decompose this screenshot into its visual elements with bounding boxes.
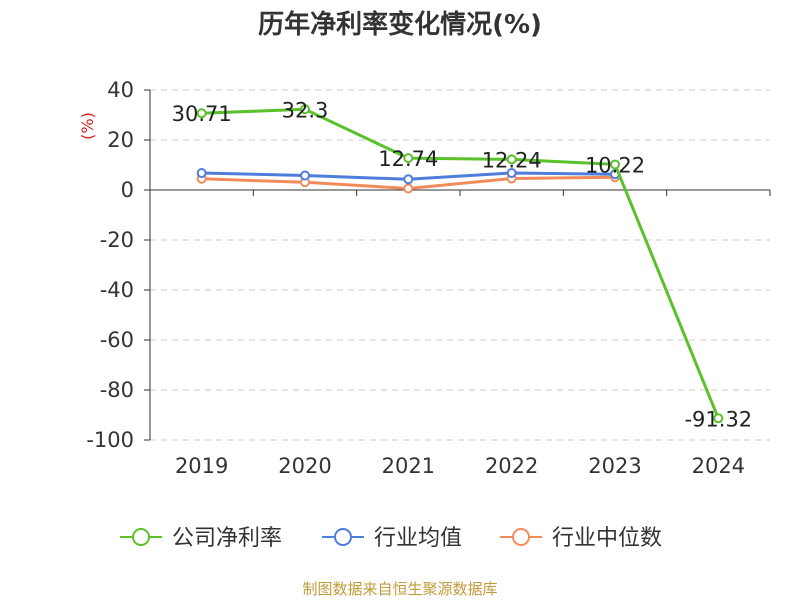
- legend-label: 公司净利率: [172, 526, 282, 551]
- data-label: 10.22: [585, 153, 645, 177]
- data-label: 32.3: [282, 98, 329, 122]
- data-point: [506, 168, 517, 178]
- data-point: [713, 413, 724, 424]
- y-axis-label: (%): [78, 112, 97, 140]
- data-labels: 30.71 32.3 12.74 12.24 10.22 -91.32: [172, 98, 753, 431]
- legend-marker: [132, 528, 150, 546]
- data-label: 12.24: [482, 148, 542, 172]
- x-tick-label: 2023: [588, 454, 641, 478]
- x-tick-label: 2021: [382, 454, 435, 478]
- legend-item[interactable]: 行业均值: [322, 526, 462, 551]
- data-point: [403, 174, 414, 185]
- legend-item[interactable]: 行业中位数: [500, 526, 662, 551]
- data-label: 30.71: [172, 102, 232, 126]
- source-footer: 制图数据来自恒生聚源数据库: [302, 580, 498, 598]
- legend[interactable]: 公司净利率 行业均值 行业中位数: [120, 526, 662, 551]
- legend-item[interactable]: 公司净利率: [120, 526, 282, 551]
- legend-marker: [334, 528, 352, 546]
- y-tick-label: 40: [107, 78, 134, 102]
- y-tick-label: -40: [100, 278, 134, 302]
- data-point: [196, 168, 207, 178]
- series-line: [201, 107, 720, 419]
- data-point: [403, 153, 414, 164]
- data-point: [610, 159, 620, 170]
- data-point: [506, 154, 517, 165]
- x-tick-label: 2022: [485, 454, 538, 478]
- y-tick-label: -80: [100, 378, 134, 402]
- legend-label: 行业均值: [374, 526, 462, 551]
- y-tick-label: 0: [121, 178, 134, 202]
- data-label: 12.74: [378, 147, 438, 171]
- chart-title: 历年净利率变化情况(%): [258, 10, 542, 40]
- data-point: [196, 108, 207, 119]
- grid-lines: [150, 89, 770, 441]
- series-lines: [196, 104, 724, 424]
- legend-label: 行业中位数: [552, 526, 662, 551]
- legend-marker: [512, 528, 530, 546]
- y-tick-label: 20: [107, 128, 134, 152]
- y-tick-label: -100: [86, 428, 134, 452]
- data-point: [403, 183, 414, 194]
- y-tick-label: -60: [100, 328, 134, 352]
- data-label: -91.32: [684, 407, 752, 431]
- x-tick-label: 2024: [692, 454, 745, 478]
- y-tick-label: -20: [100, 228, 134, 252]
- axes: 40 20 0 -20 -40 -60 -80 -100 2019 2020 2021 2022 202…: [78, 78, 771, 478]
- data-point: [300, 170, 310, 181]
- x-tick-label: 2019: [175, 454, 228, 478]
- x-tick-label: 2020: [278, 454, 331, 478]
- data-point: [300, 104, 310, 115]
